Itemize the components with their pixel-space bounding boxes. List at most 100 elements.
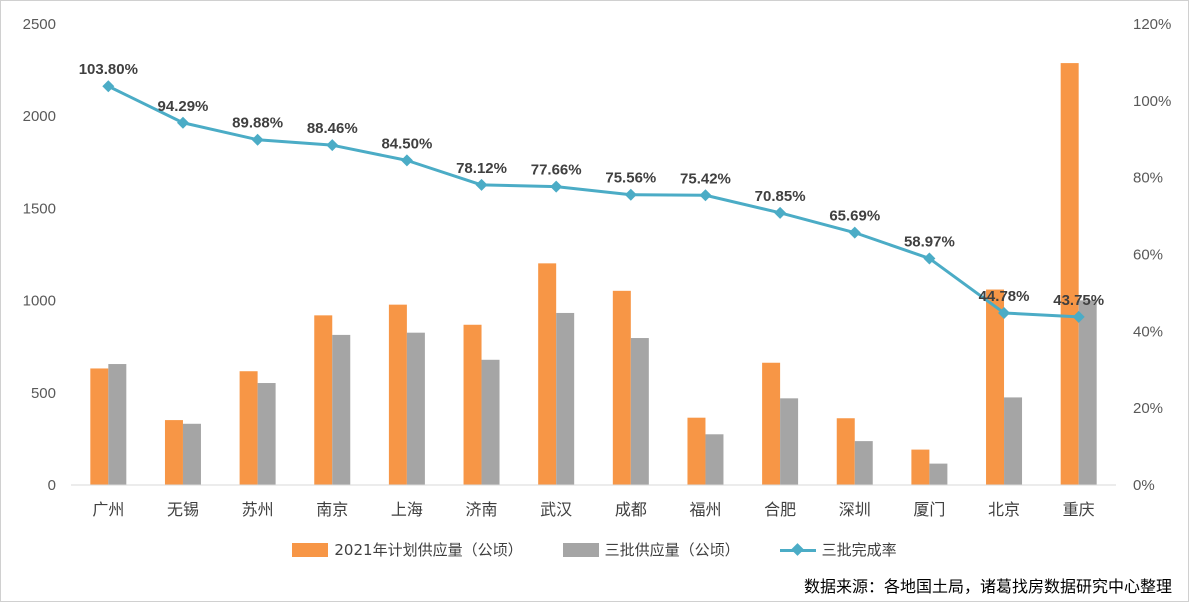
bar-plan — [538, 263, 557, 485]
right-y-tick-label: 20% — [1133, 400, 1163, 417]
x-category-label: 无锡 — [167, 500, 199, 519]
left-y-tick-label: 1500 — [23, 200, 56, 217]
bar-plan — [1060, 63, 1079, 485]
rate-marker — [998, 306, 1011, 319]
bar-supply — [929, 463, 948, 485]
bar-supply — [1004, 397, 1023, 485]
legend-label-plan: 2021年计划供应量（公顷） — [334, 541, 523, 559]
right-y-tick-label: 0% — [1133, 477, 1155, 494]
x-category-label: 重庆 — [1063, 500, 1095, 519]
rate-data-label: 75.42% — [680, 170, 731, 187]
bar-plan — [90, 368, 109, 485]
bar-supply — [705, 434, 724, 485]
rate-data-label: 65.69% — [829, 208, 880, 225]
x-category-label: 广州 — [92, 500, 124, 519]
x-axis-categories: 广州 无锡 苏州 南京 上海 济南 武汉 成都 福州 合肥 深圳 厦门 北京 重庆 — [92, 500, 1094, 519]
bar-supply — [556, 312, 575, 485]
x-category-label: 福州 — [689, 500, 721, 519]
bar-plan — [836, 418, 855, 485]
x-category-label: 合肥 — [764, 500, 796, 519]
bar-supply — [406, 332, 425, 485]
left-y-tick-label: 0 — [48, 477, 56, 494]
bar-plan — [463, 324, 482, 485]
rate-marker — [923, 252, 936, 265]
rate-marker — [475, 178, 488, 191]
rate-data-label: 58.97% — [904, 233, 955, 250]
rate-line — [107, 84, 1079, 319]
bar-plan — [388, 304, 407, 485]
bar-plan — [612, 290, 631, 485]
combo-chart: 0 500 1000 1500 2000 2500 0% 20% 40% 60% 80% 100% 1… — [23, 16, 1172, 519]
left-y-axis: 0 500 1000 1500 2000 2500 — [23, 16, 56, 494]
bar-plan — [239, 371, 258, 485]
rate-marker — [699, 189, 712, 202]
x-category-label: 上海 — [391, 500, 423, 519]
bar-supply — [630, 338, 649, 485]
bar-plan — [911, 449, 930, 485]
right-y-tick-label: 40% — [1133, 323, 1163, 340]
rate-data-label: 44.78% — [979, 288, 1030, 305]
rate-marker — [848, 226, 861, 239]
rate-line-series — [102, 80, 1085, 323]
bar-supply — [854, 441, 873, 485]
right-y-axis: 0% 20% 40% 60% 80% 100% 120% — [1133, 16, 1171, 494]
x-category-label: 苏州 — [242, 500, 274, 519]
bar-series — [90, 63, 1097, 485]
rate-data-label: 84.50% — [381, 135, 432, 152]
rate-data-label: 88.46% — [307, 120, 358, 137]
rate-marker — [1072, 310, 1085, 323]
legend-label-supply: 三批供应量（公顷） — [604, 541, 740, 559]
rate-marker — [774, 206, 787, 219]
rate-marker — [400, 154, 413, 167]
legend-swatch-rate — [779, 542, 816, 557]
bar-plan — [986, 289, 1005, 485]
bar-supply — [780, 398, 799, 485]
bar-plan — [762, 362, 781, 485]
rate-marker — [176, 116, 189, 129]
bar-supply — [1078, 300, 1097, 485]
bar-supply — [332, 334, 351, 485]
rate-data-label: 75.56% — [605, 170, 656, 187]
x-category-label: 深圳 — [839, 500, 871, 519]
x-category-label: 南京 — [316, 500, 348, 519]
x-category-label: 济南 — [466, 500, 498, 519]
x-category-label: 成都 — [615, 500, 647, 519]
legend-swatch-plan — [292, 542, 329, 557]
source-note: 数据来源：各地国土局，诸葛找房数据研究中心整理 — [803, 577, 1172, 596]
x-category-label: 北京 — [988, 500, 1020, 519]
rate-data-label: 43.75% — [1053, 292, 1104, 309]
rate-marker — [326, 139, 339, 152]
legend-item-rate: 三批完成率 — [779, 539, 897, 560]
bar-supply — [108, 364, 127, 485]
bar-plan — [687, 417, 706, 485]
legend-item-plan: 2021年计划供应量（公顷） — [292, 539, 523, 560]
x-category-label: 武汉 — [540, 500, 572, 519]
rate-data-label: 70.85% — [755, 188, 806, 205]
rate-marker — [624, 188, 637, 201]
rate-marker — [550, 180, 563, 193]
left-y-tick-label: 500 — [31, 385, 56, 402]
bar-supply — [182, 423, 201, 485]
bar-supply — [257, 383, 276, 485]
rate-marker — [102, 80, 115, 93]
rate-data-label: 77.66% — [531, 162, 582, 179]
rate-data-label: 78.12% — [456, 160, 507, 177]
x-category-label: 厦门 — [913, 500, 945, 519]
rate-marker — [251, 133, 264, 146]
right-y-tick-label: 60% — [1133, 247, 1163, 264]
legend-label-rate: 三批完成率 — [821, 541, 897, 559]
right-y-tick-label: 100% — [1133, 93, 1171, 110]
legend-swatch-supply — [562, 542, 599, 557]
left-y-tick-label: 1000 — [23, 293, 56, 310]
legend: 2021年计划供应量（公顷） 三批供应量（公顷） 三批完成率 — [1, 539, 1188, 560]
bar-plan — [164, 420, 183, 485]
bar-plan — [314, 315, 333, 485]
rate-data-labels: 103.80% 94.29% 89.88% 88.46% 84.50% 78.12% 77.… — [79, 61, 1104, 309]
right-y-tick-label: 120% — [1133, 16, 1171, 33]
left-y-tick-label: 2500 — [23, 16, 56, 33]
rate-data-label: 89.88% — [232, 115, 283, 132]
rate-data-label: 103.80% — [79, 61, 138, 78]
bar-supply — [481, 359, 500, 485]
right-y-tick-label: 80% — [1133, 170, 1163, 187]
